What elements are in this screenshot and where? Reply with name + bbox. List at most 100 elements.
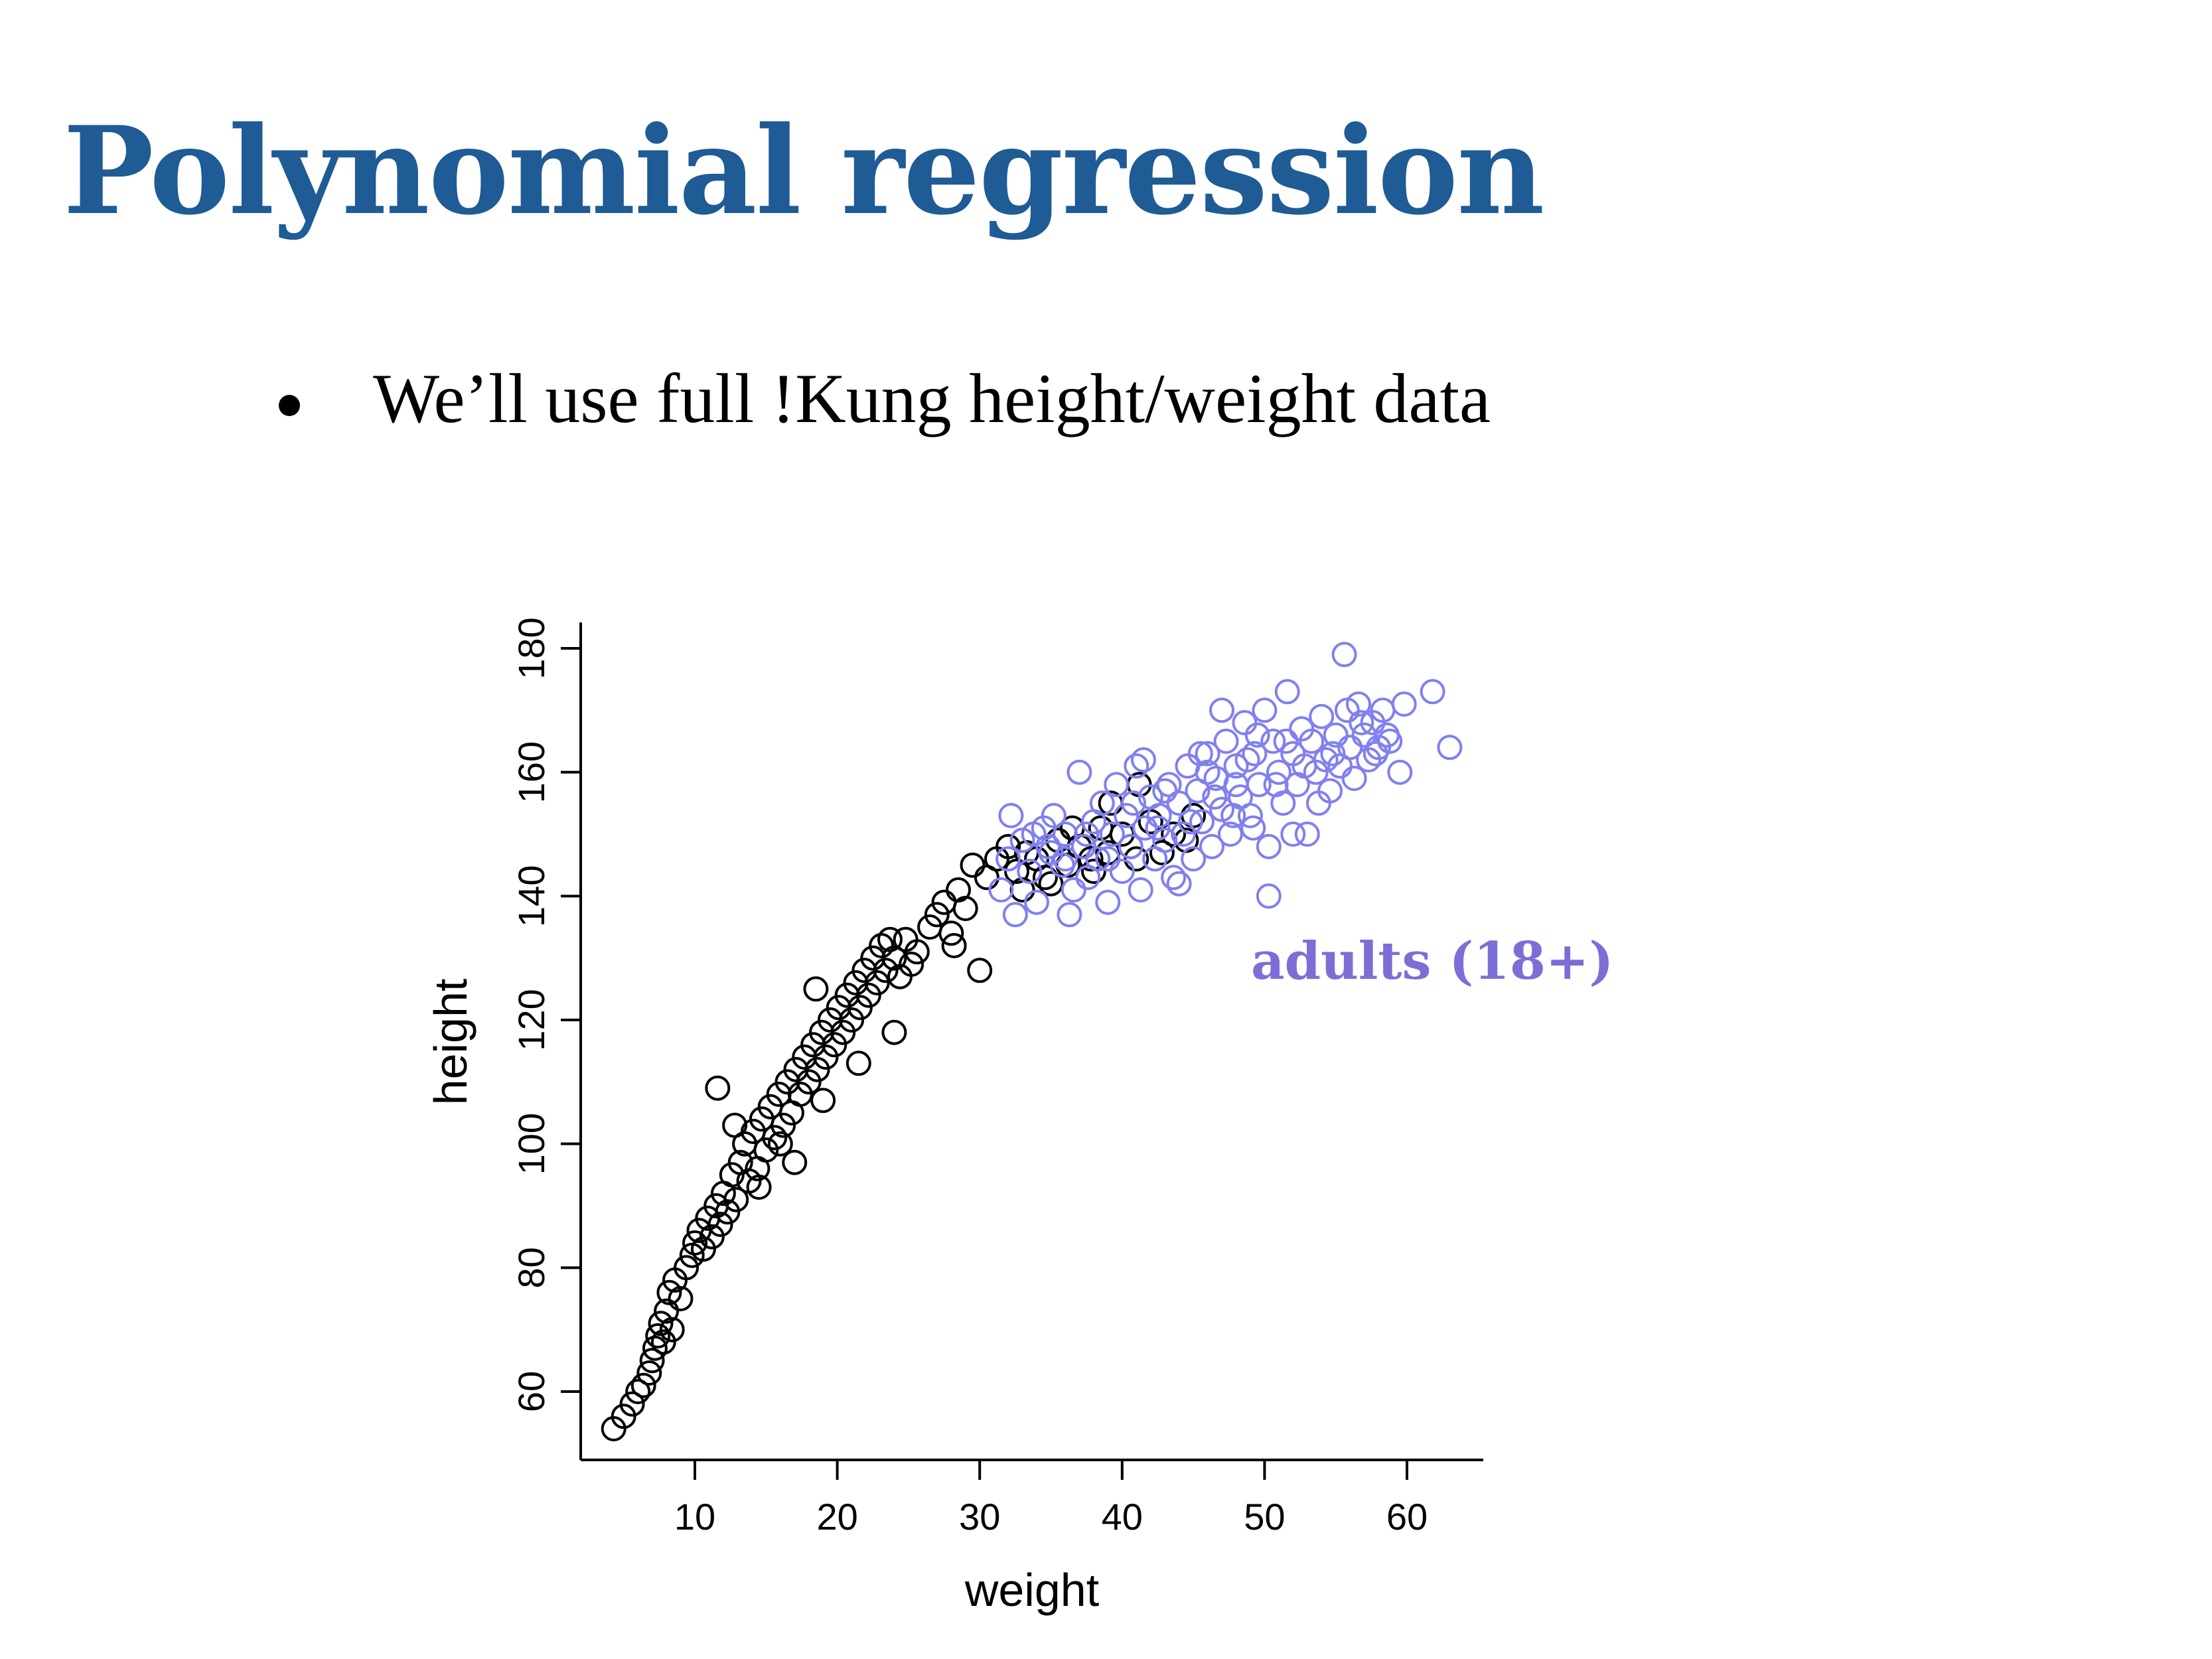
- data-point: [767, 1131, 793, 1157]
- data-point: [1166, 871, 1192, 897]
- data-point: [1305, 790, 1331, 816]
- data-point: [1099, 822, 1125, 847]
- data-point: [1220, 803, 1246, 828]
- data-point: [1017, 859, 1043, 884]
- data-point: [1199, 833, 1224, 859]
- data-point: [639, 1348, 665, 1374]
- x-tick-label: 10: [674, 1496, 715, 1538]
- y-tick-label: 100: [510, 1113, 552, 1175]
- data-point: [1080, 859, 1106, 884]
- x-tick-label: 40: [1102, 1496, 1143, 1538]
- adults-annotation: adults (18+): [1251, 931, 1613, 991]
- data-point: [803, 976, 829, 1002]
- data-point: [998, 803, 1024, 828]
- data-point: [1266, 759, 1291, 785]
- x-axis-ticks: 10 20 30 40 50 60: [674, 1460, 1428, 1538]
- data-point: [1334, 697, 1360, 723]
- data-point: [804, 1056, 830, 1082]
- data-point: [650, 1329, 676, 1355]
- data-point: [625, 1379, 651, 1404]
- data-point: [846, 1050, 871, 1076]
- data-point: [1161, 865, 1187, 891]
- data-point: [847, 995, 873, 1021]
- data-point: [707, 1212, 733, 1237]
- data-point: [1118, 833, 1143, 859]
- data-point: [1244, 722, 1270, 748]
- data-point: [746, 1175, 772, 1200]
- data-point: [1252, 697, 1278, 723]
- data-point: [1085, 846, 1111, 872]
- data-point: [1420, 679, 1445, 705]
- data-points: [601, 642, 1463, 1441]
- data-point: [881, 945, 907, 971]
- data-point: [1177, 809, 1203, 835]
- y-tick-label: 120: [510, 989, 552, 1050]
- data-point: [1320, 741, 1346, 766]
- data-point: [1074, 822, 1100, 847]
- data-point: [1021, 822, 1047, 847]
- data-point: [674, 1255, 700, 1281]
- data-point: [1341, 766, 1367, 791]
- data-point: [753, 1137, 779, 1163]
- slide-title: Polynomial regression: [63, 100, 1545, 242]
- data-point: [1038, 871, 1064, 897]
- data-point: [1223, 772, 1249, 798]
- data-point: [1349, 710, 1374, 735]
- data-point: [822, 1032, 848, 1058]
- data-point: [787, 1082, 813, 1107]
- data-point: [1146, 803, 1172, 828]
- data-point: [1128, 877, 1153, 902]
- data-point: [1089, 790, 1115, 816]
- data-point: [1161, 822, 1187, 847]
- y-tick-label: 80: [510, 1247, 552, 1288]
- data-point: [1377, 729, 1403, 754]
- data-point: [881, 1019, 907, 1045]
- data-point: [715, 1199, 741, 1225]
- data-point: [796, 1069, 822, 1095]
- data-point: [1240, 815, 1266, 841]
- data-point: [1387, 759, 1413, 785]
- data-point: [810, 1088, 836, 1114]
- data-point: [1132, 815, 1158, 841]
- data-point: [855, 982, 881, 1008]
- data-point: [699, 1224, 725, 1250]
- data-point: [864, 970, 890, 995]
- data-point: [659, 1317, 685, 1342]
- data-point: [1002, 902, 1028, 928]
- bullet-text: We’ll use full !Kung height/weight data: [373, 360, 1491, 437]
- data-point: [1213, 729, 1239, 754]
- data-point: [619, 1391, 645, 1417]
- data-point: [1070, 833, 1096, 859]
- data-point: [762, 1125, 788, 1151]
- data-point: [1363, 741, 1388, 766]
- data-point: [1217, 822, 1243, 847]
- data-point: [1273, 729, 1299, 754]
- data-point: [723, 1187, 749, 1212]
- data-point: [1124, 753, 1149, 779]
- data-point: [682, 1230, 707, 1256]
- data-point: [1260, 729, 1286, 754]
- data-point: [1181, 846, 1207, 872]
- data-point: [988, 877, 1014, 902]
- data-point: [1145, 815, 1171, 841]
- data-point: [924, 902, 950, 928]
- data-point: [1138, 809, 1163, 835]
- data-point: [1152, 828, 1178, 853]
- data-point: [1323, 722, 1349, 748]
- data-point: [960, 852, 986, 878]
- data-point: [1032, 865, 1058, 891]
- data-point: [705, 1075, 731, 1101]
- series-children: [601, 772, 1207, 1441]
- data-point: [1234, 747, 1260, 772]
- data-point: [722, 1112, 748, 1138]
- data-point: [1061, 877, 1086, 902]
- data-point: [1232, 710, 1258, 735]
- bullet-item: We’ll use full !Kung height/weight data: [279, 358, 1491, 439]
- data-point: [1256, 883, 1282, 909]
- data-point: [668, 1286, 694, 1311]
- y-axis-ticks: 60 80 100 120 140 160 180: [510, 617, 581, 1412]
- data-point: [1166, 790, 1192, 816]
- data-point: [1195, 741, 1220, 766]
- bullet-dot-icon: [279, 395, 300, 416]
